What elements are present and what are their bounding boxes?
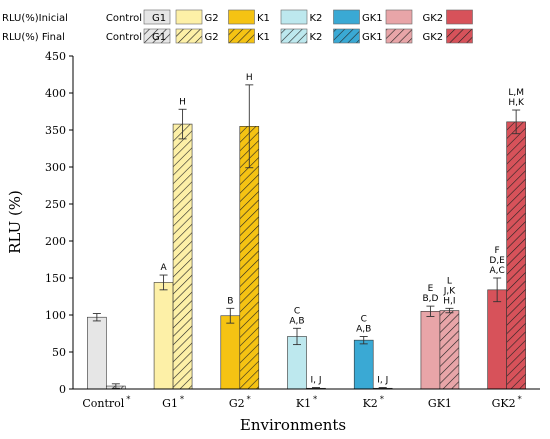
legend-label: K2 xyxy=(310,32,323,43)
y-tick-label: 300 xyxy=(45,161,66,174)
bar-control-inicial xyxy=(87,316,107,390)
y-tick-label: 350 xyxy=(45,124,66,137)
significance-label: H xyxy=(246,73,253,83)
y-tick-label: 100 xyxy=(45,309,66,322)
x-tick-label: GK1 xyxy=(428,397,452,410)
significance-label: B,D xyxy=(422,294,438,304)
y-tick-label: 150 xyxy=(45,272,66,285)
legend-label: G1 xyxy=(152,32,166,43)
legend-swatch xyxy=(280,28,308,44)
legend-swatch xyxy=(175,28,203,44)
x-tick-label: G1 * xyxy=(162,395,184,410)
significance-label: A,B xyxy=(356,324,371,334)
legend-swatch xyxy=(385,28,413,44)
significance-label: I, J xyxy=(310,376,321,386)
legend-swatch xyxy=(143,28,171,44)
significance-label: A xyxy=(160,263,167,273)
legend-label: Control xyxy=(106,13,142,24)
legend-label: K1 xyxy=(257,32,270,43)
legend-swatch xyxy=(385,9,413,25)
legend-label: GK2 xyxy=(423,32,444,43)
legend-label: G2 xyxy=(205,13,219,24)
x-tick-label: K2 * xyxy=(363,395,384,410)
legend-label: G1 xyxy=(152,13,166,24)
legend-label: K1 xyxy=(257,13,270,24)
y-tick-label: 400 xyxy=(45,87,66,100)
legend-row-label: RLU(%)Inicial xyxy=(2,13,68,24)
legend: RLU(%)Inicial Control G1 G2 K1 K2 GK1 GK2 RLU(%)… xyxy=(2,9,473,44)
significance-label: I, J xyxy=(377,376,388,386)
legend-swatch xyxy=(228,28,255,44)
significance-label: H,I xyxy=(443,296,455,306)
significance-label: L xyxy=(447,276,452,286)
legend-label: Control xyxy=(106,32,142,43)
y-tick-label: 200 xyxy=(45,235,66,248)
significance-label: A,B xyxy=(289,316,304,326)
y-tick-label: 250 xyxy=(45,198,66,211)
significance-label: F xyxy=(495,246,500,256)
bar-g1-inicial xyxy=(153,282,174,390)
legend-label: GK1 xyxy=(362,32,383,43)
bar-k2-inicial xyxy=(353,339,374,390)
bar-g1-final xyxy=(172,123,193,390)
legend-swatch xyxy=(333,9,360,25)
bar-gk2-final xyxy=(506,121,526,390)
legend-swatch xyxy=(446,9,473,25)
legend-label: G2 xyxy=(205,32,219,43)
y-tick-label: 50 xyxy=(52,346,66,359)
legend-label: GK1 xyxy=(362,13,383,24)
bar-gk1-inicial xyxy=(420,310,441,390)
legend-swatch xyxy=(143,9,171,25)
x-tick-label: GK2 * xyxy=(492,395,522,410)
legend-swatch xyxy=(228,9,255,25)
y-tick-label: 0 xyxy=(59,383,66,396)
bar-g2-inicial xyxy=(220,315,241,390)
legend-row-label: RLU(%) Final xyxy=(2,32,65,43)
legend-swatch xyxy=(280,9,308,25)
significance-label: C xyxy=(361,314,367,324)
legend-label: K2 xyxy=(310,13,323,24)
y-axis-title: RLU (%) xyxy=(6,190,24,254)
legend-label: GK2 xyxy=(423,13,444,24)
significance-label: H,K xyxy=(508,98,525,108)
legend-swatch xyxy=(446,28,473,44)
significance-label: J,K xyxy=(443,286,457,296)
significance-label: D,E xyxy=(489,256,505,266)
x-axis-title: Environments xyxy=(240,416,346,434)
legend-swatch xyxy=(333,28,360,44)
significance-label: B xyxy=(227,296,233,306)
x-tick-label: K1 * xyxy=(296,395,317,410)
axes: 0 50 100 150 200 250 300 350 400 450 Control * G1 * G2… xyxy=(45,50,540,410)
bar-gk1-final xyxy=(439,310,460,390)
significance-label: H xyxy=(179,97,186,107)
significance-label: A,C xyxy=(489,266,504,276)
bar-gk2-inicial xyxy=(487,289,507,390)
significance-label: L,M xyxy=(508,88,524,98)
y-tick-label: 450 xyxy=(45,50,66,63)
legend-swatch xyxy=(175,9,203,25)
significance-label: C xyxy=(294,306,300,316)
x-tick-label: G2 * xyxy=(229,395,251,410)
significance-label: E xyxy=(428,284,434,294)
x-tick-label: Control * xyxy=(82,395,130,410)
